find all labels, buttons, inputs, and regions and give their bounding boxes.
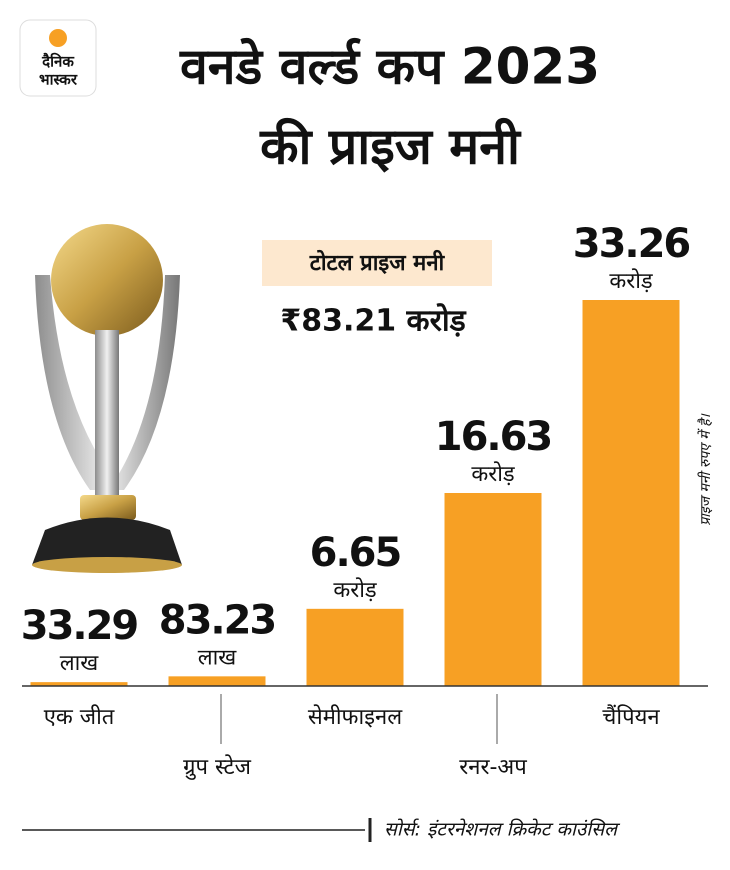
- value-label: 6.65: [310, 530, 401, 576]
- bar: [444, 493, 542, 686]
- bar: [306, 608, 404, 686]
- unit-label: लाख: [60, 651, 100, 676]
- total-band: [262, 240, 492, 286]
- value-label: 33.29: [21, 603, 138, 649]
- title: वनडे वर्ल्ड कप 2023: [179, 38, 600, 96]
- logo-sun: [49, 29, 67, 47]
- x-tick-label: चैंपियन: [602, 704, 660, 730]
- source: सोर्स: इंटरनेशनल क्रिकेट काउंसिल: [384, 818, 621, 841]
- total-label: टोटल प्राइज मनी: [309, 249, 446, 276]
- unit-label: लाख: [198, 645, 238, 670]
- trophy: [32, 224, 182, 573]
- unit-label: करोड़: [471, 461, 515, 487]
- note: प्राइज मनी रुपए में है।: [697, 413, 714, 526]
- logo-text: भास्कर: [39, 71, 78, 89]
- value-label: 33.26: [573, 221, 690, 267]
- bar: [168, 676, 266, 686]
- total-value: ₹83.21 करोड़: [280, 303, 466, 339]
- x-tick-label: ग्रुप स्टेज: [183, 754, 252, 780]
- bar: [582, 300, 680, 686]
- unit-label: करोड़: [333, 577, 377, 603]
- logo-box: [19, 19, 97, 97]
- x-tick-label: रनर-अप: [459, 755, 527, 780]
- bar: [30, 682, 128, 686]
- value-label: 16.63: [435, 414, 552, 460]
- value-label: 83.23: [159, 597, 276, 643]
- logo-text: दैनिक: [41, 53, 75, 71]
- x-tick-label: सेमीफाइनल: [308, 704, 403, 730]
- x-tick-label: एक जीत: [44, 704, 115, 730]
- unit-label: करोड़: [609, 268, 653, 294]
- title: की प्राइज मनी: [259, 118, 522, 176]
